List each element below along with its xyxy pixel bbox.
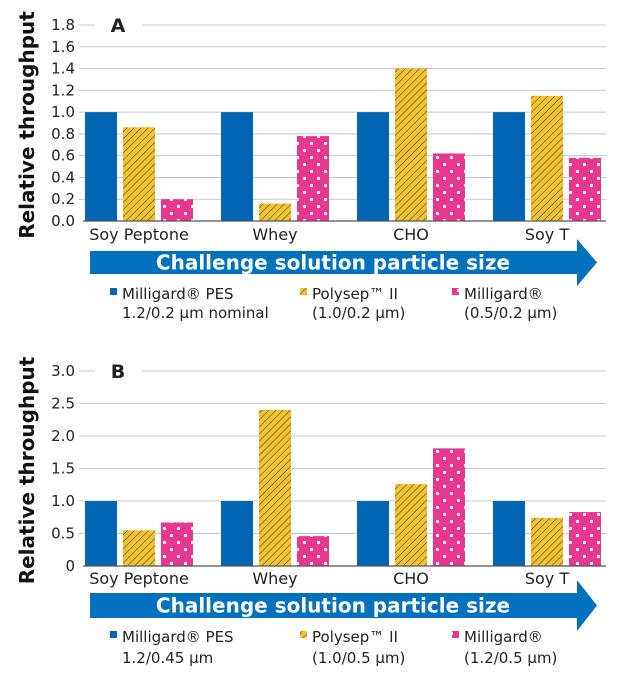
y-tick-label: 0.0 (51, 212, 75, 230)
legend-label: Polysep™ II (312, 285, 398, 303)
arrow-label: Challenge solution particle size (156, 594, 510, 618)
legend-swatch-series-2 (300, 288, 307, 295)
bar-soy-peptone-series-3 (161, 199, 193, 221)
bar-whey-series-1 (221, 112, 253, 221)
x-category-label: Whey (252, 569, 297, 588)
x-category-label: Soy Peptone (89, 225, 189, 244)
y-tick-label: 1.0 (51, 492, 75, 510)
y-tick-label: 0.2 (51, 190, 75, 208)
y-tick-label: 3.0 (51, 362, 75, 380)
legend-swatch-series-1 (110, 631, 117, 638)
x-category-label: Soy T (525, 569, 570, 588)
bar-cho-series-1 (357, 112, 389, 221)
bar-soy-peptone-series-2 (123, 530, 155, 566)
y-tick-label: 2.0 (51, 427, 75, 445)
y-tick-label: 1.5 (51, 460, 75, 478)
y-tick-label: 0.5 (51, 525, 75, 543)
bar-cho-series-3 (433, 448, 465, 566)
legend-label: Milligard® PES (122, 628, 234, 646)
chart-b: 0 0.5 1.0 1.5 2.0 2.5 3.0 B Relative throughput S… (15, 356, 606, 667)
panel-label: A (111, 15, 126, 37)
bar-soy-t-series-1 (493, 112, 525, 221)
bar-soy-t-series-1 (493, 501, 525, 566)
bar-soy-peptone-series-2 (123, 127, 155, 221)
arrow-label: Challenge solution particle size (156, 251, 510, 275)
legend-label-detail: 1.2/0.45 µm (122, 649, 213, 667)
legend-label-detail: (1.2/0.5 µm) (464, 649, 557, 667)
legend-swatch-series-3 (452, 631, 459, 638)
chart-a: 0.0 0.2 0.4 0.6 0.8 1.0 1.2 1.4 1.6 1.8 A Relative … (15, 11, 606, 322)
bar-whey-series-2 (259, 203, 291, 221)
y-tick-label: 1.8 (51, 16, 75, 34)
legend-label-detail: (1.0/0.5 µm) (312, 649, 405, 667)
bar-whey-series-3 (297, 136, 329, 221)
y-tick-label: 1.0 (51, 103, 75, 121)
y-tick-label: 2.5 (51, 395, 75, 413)
y-tick-label: 0 (65, 557, 75, 575)
legend-label: Polysep™ II (312, 628, 398, 646)
bar-cho-series-3 (433, 153, 465, 221)
legend-label: Milligard® (464, 628, 543, 646)
y-tick-label: 0.4 (51, 168, 75, 186)
bar-soy-peptone-series-1 (85, 501, 117, 566)
y-tick-label: 0.8 (51, 125, 75, 143)
panel-label: B (111, 361, 125, 383)
bar-cho-series-2 (395, 68, 427, 221)
legend-label: Milligard® (464, 285, 543, 303)
legend-label: Milligard® PES (122, 285, 234, 303)
particle-size-arrow (90, 239, 597, 286)
particle-size-arrow (90, 580, 597, 631)
legend-label-detail: 1.2/0.2 µm nominal (122, 304, 269, 322)
y-axis-title: Relative throughput (15, 356, 39, 584)
legend-swatch-series-3 (452, 288, 459, 295)
y-axis-title: Relative throughput (15, 11, 39, 239)
legend-swatch-series-1 (110, 288, 117, 295)
y-tick-label: 1.2 (51, 81, 75, 99)
legend-swatch-series-2 (300, 631, 307, 638)
x-category-label: Soy Peptone (89, 569, 189, 588)
bar-cho-series-2 (395, 484, 427, 566)
legend-label-detail: (0.5/0.2 µm) (464, 304, 557, 322)
x-category-label: Soy T (525, 225, 570, 244)
x-category-label: CHO (393, 569, 429, 588)
bar-soy-t-series-3 (569, 512, 601, 566)
bar-soy-t-series-3 (569, 157, 601, 221)
legend-label-detail: (1.0/0.2 µm) (312, 304, 405, 322)
bar-soy-peptone-series-1 (85, 112, 117, 221)
x-category-label: CHO (393, 225, 429, 244)
bar-whey-series-1 (221, 501, 253, 566)
bar-soy-peptone-series-3 (161, 522, 193, 566)
y-tick-label: 1.6 (51, 38, 75, 56)
bar-soy-t-series-2 (531, 95, 563, 221)
bar-soy-t-series-2 (531, 517, 563, 566)
bar-cho-series-1 (357, 501, 389, 566)
bar-whey-series-2 (259, 410, 291, 566)
y-tick-label: 1.4 (51, 60, 75, 78)
bar-whey-series-3 (297, 536, 329, 566)
x-category-label: Whey (252, 225, 297, 244)
y-tick-label: 0.6 (51, 147, 75, 165)
